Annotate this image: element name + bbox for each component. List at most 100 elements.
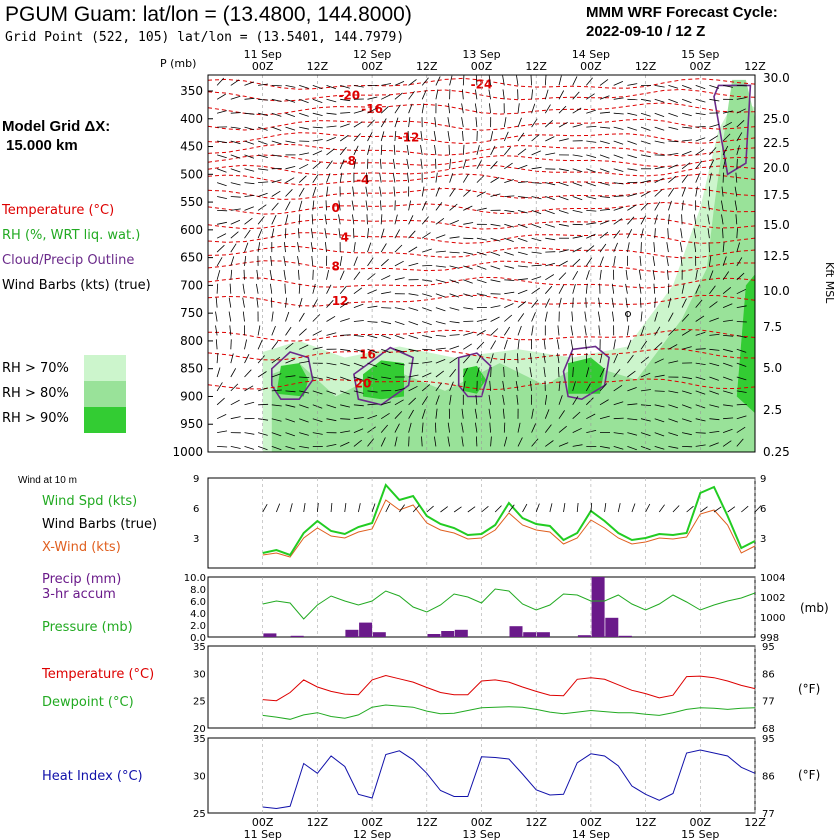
wind-barb <box>627 193 638 197</box>
wind-barb <box>572 396 579 406</box>
wind-barb <box>271 432 282 437</box>
wind-barb <box>490 177 500 183</box>
wind-barb <box>421 77 429 86</box>
wind-barb <box>504 210 515 213</box>
heat-tick-left: 30 <box>193 772 206 783</box>
wind-barb <box>654 311 658 322</box>
wind-barb <box>558 121 568 128</box>
wind-barb <box>381 307 392 309</box>
wind-barb <box>216 233 227 239</box>
wind-barb-10m <box>494 505 502 513</box>
wind-barb <box>572 235 583 239</box>
wind-barb <box>216 154 227 159</box>
wind-barb <box>613 218 623 225</box>
wind-barb <box>584 325 587 336</box>
pressure-tick-label: 450 <box>180 140 203 154</box>
isotherm-label: -16 <box>361 102 383 116</box>
wind-barb <box>257 228 263 239</box>
wind-barb <box>668 187 675 197</box>
wind-barb <box>530 75 532 86</box>
wind-barb <box>394 260 404 267</box>
wind-barb-10m <box>576 502 579 513</box>
wind-barb <box>216 182 227 187</box>
wind-barb <box>394 307 405 310</box>
wind-barb <box>503 131 509 142</box>
wind-barb <box>421 436 423 447</box>
wind-barb <box>531 264 542 267</box>
wind-barb <box>216 168 227 173</box>
wind-barb <box>353 271 361 281</box>
wind-barb <box>531 438 539 447</box>
wind-barb <box>367 242 372 253</box>
wind-barb <box>463 237 474 240</box>
wind-barb <box>640 191 650 197</box>
wind-barb <box>435 279 446 283</box>
wind-barb <box>695 173 701 183</box>
wind-barb <box>681 329 691 336</box>
wind-barb <box>736 305 747 308</box>
wind-barb <box>271 228 275 239</box>
wind-barb <box>586 154 597 158</box>
wind-barb <box>723 110 733 114</box>
legend-wind-barbs: Wind Barbs (kts) (true) <box>2 278 151 293</box>
wind-barb <box>627 140 637 145</box>
wind-barb <box>558 182 569 187</box>
wind-barb <box>545 223 556 228</box>
wind-barb <box>229 325 232 336</box>
wind-barb <box>723 348 733 353</box>
wind-barb-10m <box>590 502 593 513</box>
wind-barb <box>340 123 350 128</box>
wind-barb <box>517 103 520 114</box>
wind-barb <box>736 228 738 239</box>
wind-barb <box>435 307 446 312</box>
wind-barb <box>230 368 237 378</box>
forecast-cycle-value: 2022-09-10 / 12 Z <box>586 23 706 40</box>
wind-barb-10m <box>371 503 376 513</box>
day-label-bottom: 11 Sep <box>244 828 282 840</box>
wind-barb <box>365 186 368 197</box>
rh-legend-90: RH > 90% <box>2 411 69 426</box>
wind-barb <box>654 166 665 170</box>
wind-barb <box>435 234 446 239</box>
wind-barb <box>312 186 317 197</box>
precip-bar <box>509 626 523 637</box>
page-title: PGUM Guam: lat/lon = (13.4800, 144.8000) <box>5 3 412 26</box>
wind-barb <box>312 346 323 350</box>
rh-legend-80: RH > 80% <box>2 386 69 401</box>
legend-precip-accum: 3-hr accum <box>42 587 116 602</box>
wind-barb <box>435 202 443 211</box>
wind-barb <box>421 232 431 239</box>
wind-barb <box>367 132 373 142</box>
wind-barb <box>421 408 426 419</box>
wind-barb <box>435 217 445 225</box>
wind-barb <box>449 368 457 378</box>
wind-barb <box>709 348 720 351</box>
isotherm-label: 12 <box>332 294 349 308</box>
cloud-outline <box>562 345 610 401</box>
wind-barb <box>271 154 282 157</box>
wind-barb <box>463 189 471 197</box>
wind-barb <box>531 287 541 295</box>
wind-barb <box>394 277 405 281</box>
wind-barb <box>270 255 273 266</box>
wind-barb-10m <box>276 503 281 513</box>
wind-barb <box>517 437 523 447</box>
isotherm-line <box>207 294 756 307</box>
wind-barb <box>557 353 560 364</box>
wind-barb <box>558 223 569 227</box>
forecast-cycle: MMM WRF Forecast Cycle: 2022-09-10 / 12 … <box>586 3 778 41</box>
wind-barb <box>353 121 363 128</box>
wind-barb-10m <box>467 506 476 513</box>
wind-barb <box>625 297 628 308</box>
wind-barb <box>599 168 610 173</box>
wind-barb <box>502 75 505 86</box>
time-tick-bottom: 12Z <box>744 816 766 829</box>
wind-barb <box>709 135 719 142</box>
wind-barb <box>285 358 295 364</box>
wind-barb <box>504 303 514 308</box>
wind-barb <box>447 422 450 433</box>
wind-barb <box>613 417 624 420</box>
wind-barb-10m <box>617 503 621 513</box>
wind-barb <box>367 321 378 323</box>
